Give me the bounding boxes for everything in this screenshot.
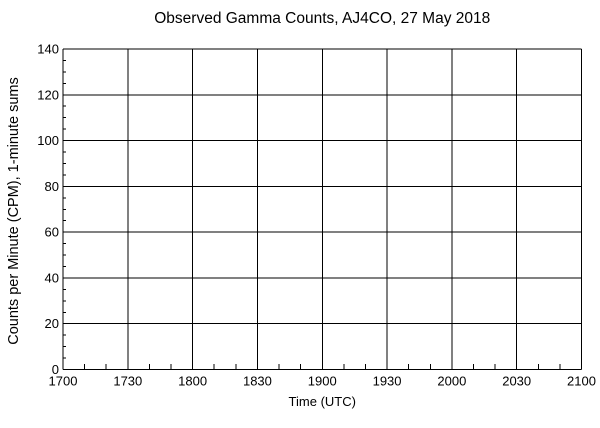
svg-text:2030: 2030: [502, 374, 531, 389]
svg-text:2100: 2100: [567, 374, 596, 389]
svg-text:120: 120: [37, 87, 59, 102]
svg-text:1800: 1800: [178, 374, 207, 389]
svg-text:60: 60: [45, 225, 59, 240]
svg-text:80: 80: [45, 179, 59, 194]
svg-text:1830: 1830: [243, 374, 272, 389]
svg-text:1930: 1930: [373, 374, 402, 389]
svg-text:40: 40: [45, 270, 59, 285]
svg-text:100: 100: [37, 133, 59, 148]
svg-text:0: 0: [52, 362, 59, 377]
svg-text:20: 20: [45, 316, 59, 331]
svg-text:1730: 1730: [113, 374, 142, 389]
svg-text:2000: 2000: [437, 374, 466, 389]
svg-text:140: 140: [37, 42, 59, 57]
svg-text:1900: 1900: [308, 374, 337, 389]
